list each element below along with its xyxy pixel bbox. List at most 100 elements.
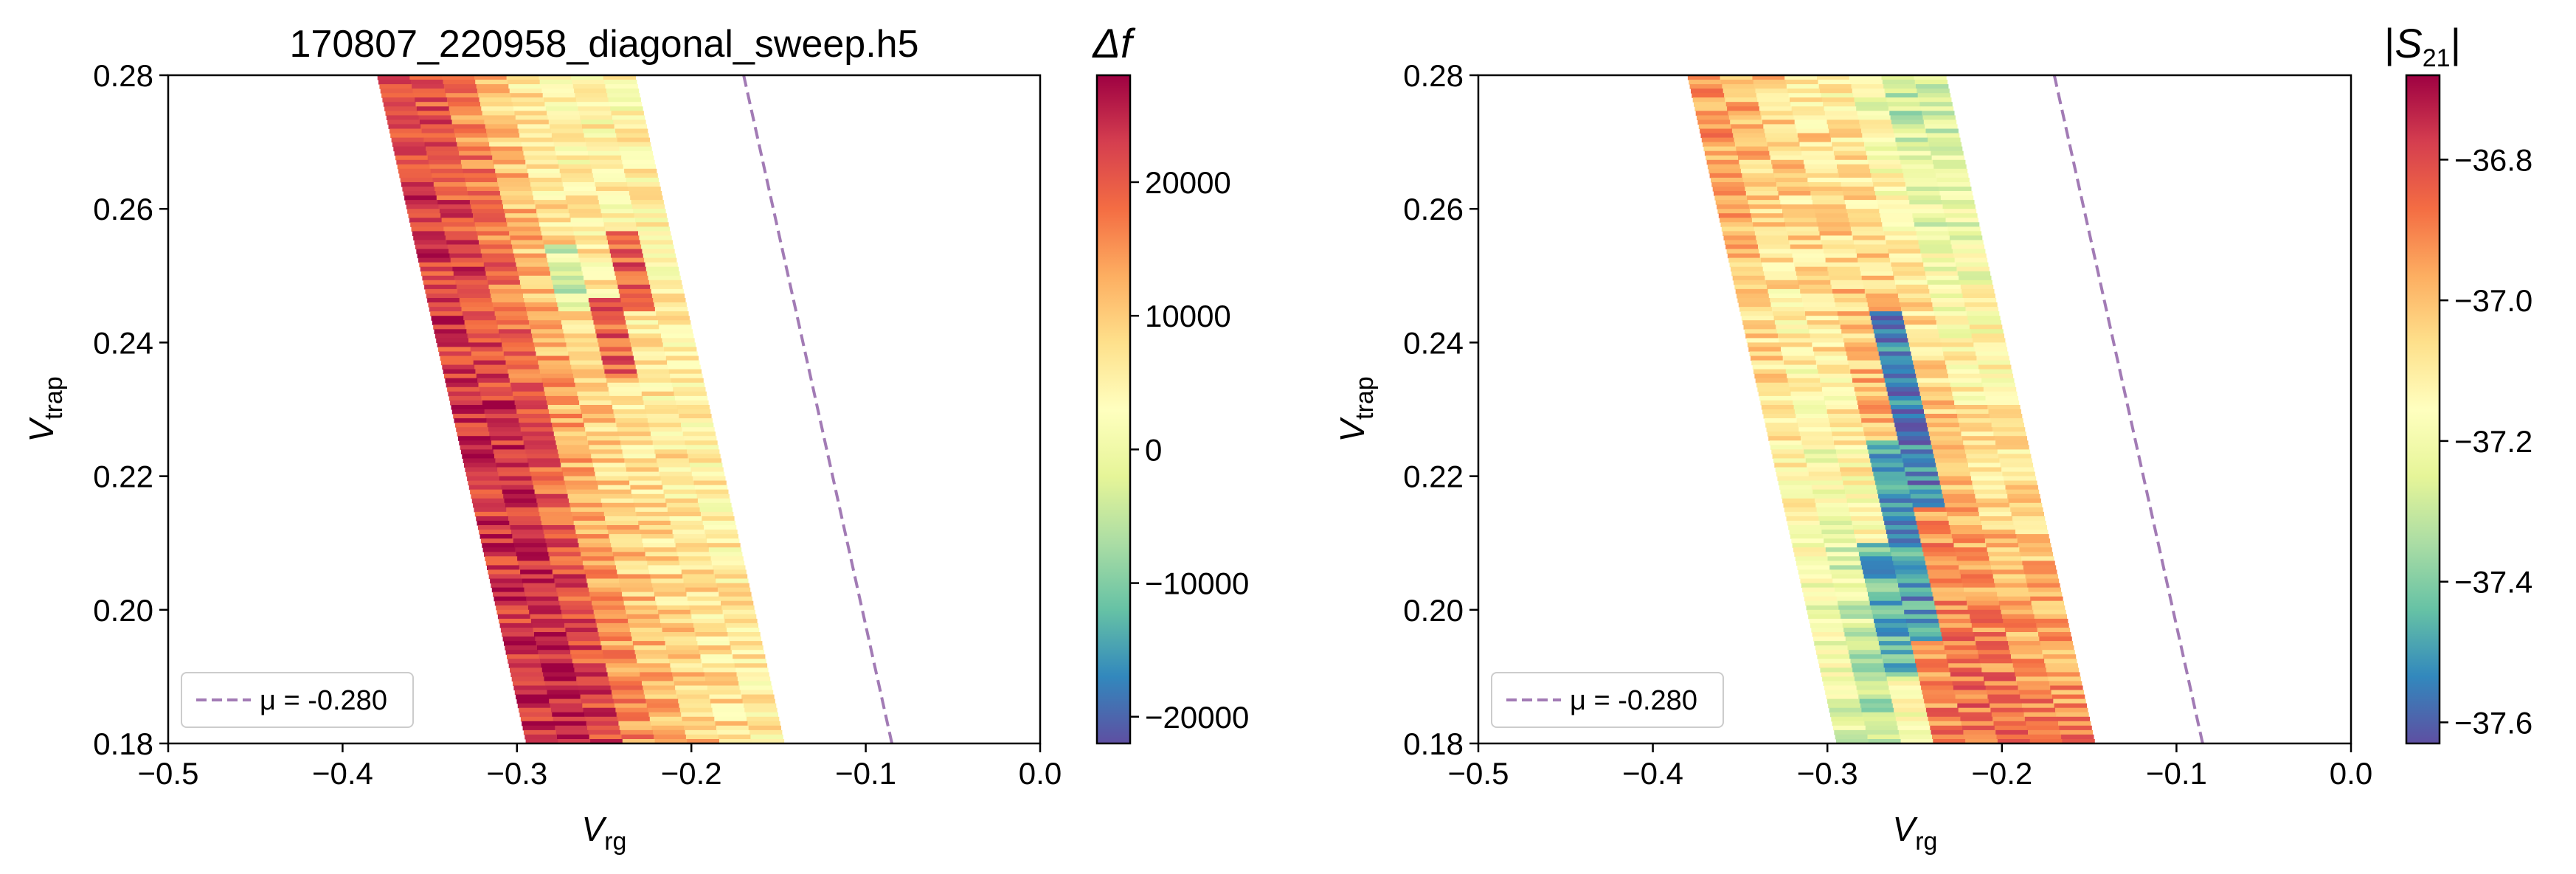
heatmap-cell — [2029, 734, 2062, 740]
heatmap-cell — [1827, 698, 1860, 704]
heatmap-cell — [1851, 373, 1885, 379]
heatmap-cell — [1966, 454, 1999, 459]
heatmap-cell — [412, 231, 446, 236]
heatmap-cell — [1829, 275, 1863, 281]
heatmap-cell — [653, 298, 686, 303]
heatmap-cell — [707, 543, 741, 548]
heatmap-cell — [1745, 333, 1779, 339]
heatmap-cell — [527, 168, 561, 174]
heatmap-cell — [2016, 534, 2049, 539]
heatmap-cell — [536, 641, 569, 646]
heatmap-cell — [1897, 725, 1931, 731]
heatmap-cell — [1939, 622, 1973, 628]
heatmap-cell — [665, 351, 698, 357]
heatmap-cell — [467, 333, 500, 339]
heatmap-cell — [1810, 333, 1843, 339]
heatmap-cell — [1918, 240, 1951, 246]
heatmap-cell — [545, 249, 578, 254]
heatmap-cell — [471, 204, 504, 209]
heatmap-cell — [387, 119, 420, 125]
mu-line — [2052, 74, 2204, 744]
heatmap-cell — [1971, 333, 2004, 339]
heatmap-cell — [572, 80, 605, 85]
heatmap-cell — [1815, 356, 1848, 361]
heatmap-cell — [668, 369, 702, 375]
heatmap-cell — [1781, 204, 1814, 209]
heatmap-cell — [1731, 271, 1765, 277]
heatmap-cell — [2062, 739, 2095, 744]
heatmap-cell — [1912, 502, 1945, 508]
heatmap-cell — [1717, 204, 1750, 209]
heatmap-cell — [1889, 543, 1922, 548]
heatmap-cell — [1847, 213, 1881, 218]
heatmap-cell — [676, 690, 709, 696]
y-axis-label-group: Vtrap — [22, 376, 68, 442]
chart-left: 170807_220958_diagonal_sweep.h5 −0.5 −0.4… — [22, 20, 1249, 856]
heatmap-cell — [634, 650, 668, 655]
heatmap-cell — [1959, 280, 1992, 285]
heatmap-cell — [2023, 565, 2057, 570]
heatmap-cell — [1778, 191, 1811, 196]
heatmap-cell — [620, 150, 653, 156]
heatmap-cell — [1928, 284, 1962, 290]
heatmap-cell — [1784, 218, 1818, 223]
heatmap-cell — [1722, 84, 1755, 89]
heatmap-cell — [1946, 222, 1980, 227]
heatmap-cell — [460, 302, 494, 308]
heatmap-cell — [1712, 187, 1746, 192]
heatmap-cell — [707, 538, 740, 544]
heatmap-cell — [1765, 280, 1799, 285]
heatmap-cell — [1885, 667, 1918, 673]
heatmap-cell — [1840, 177, 1873, 183]
heatmap-cell — [1899, 155, 1933, 161]
heatmap-cell — [491, 587, 525, 593]
heatmap-cell — [1939, 191, 1973, 196]
heatmap-cell — [1804, 596, 1838, 602]
heatmap-cell — [1845, 489, 1878, 495]
heatmap-cell — [572, 226, 606, 232]
heatmap-cell — [597, 338, 631, 343]
heatmap-cell — [1917, 93, 1951, 98]
heatmap-cell — [1831, 284, 1865, 290]
heatmap-cell — [1968, 320, 2001, 325]
heatmap-cell — [1931, 587, 1964, 593]
heatmap-cell — [1776, 325, 1809, 330]
heatmap-cell — [407, 209, 440, 214]
heatmap-cell — [1887, 534, 1920, 539]
heatmap-cell — [1941, 342, 1974, 347]
heatmap-cell — [532, 480, 566, 486]
heatmap-cell — [499, 333, 533, 339]
heatmap-cell — [513, 685, 547, 691]
heatmap-cell — [2056, 712, 2089, 718]
y-tick-label: 0.18 — [93, 726, 153, 761]
heatmap-cell — [619, 436, 652, 441]
heatmap-cell — [1897, 431, 1930, 437]
heatmap-cell — [552, 569, 586, 575]
heatmap-cell — [730, 645, 764, 651]
heatmap-cell — [558, 164, 592, 170]
heatmap-cell — [1726, 249, 1759, 254]
heatmap-cell — [561, 173, 594, 178]
heatmap-cell — [1976, 641, 2009, 646]
heatmap-cell — [496, 609, 530, 615]
heatmap-cell — [463, 173, 497, 178]
heatmap-cell — [1784, 364, 1818, 370]
heatmap-cell — [536, 356, 570, 361]
heatmap-cell — [477, 235, 510, 240]
heatmap-cell — [1847, 356, 1880, 361]
heatmap-cell — [710, 556, 744, 561]
heatmap-cell — [472, 356, 505, 361]
heatmap-cell — [539, 511, 572, 517]
heatmap-cell — [2022, 561, 2055, 566]
heatmap-cell — [1852, 378, 1886, 384]
heatmap-cell — [1933, 449, 1966, 454]
heatmap-cell — [578, 685, 612, 691]
heatmap-cell — [1919, 676, 1952, 681]
heatmap-cell — [1901, 596, 1934, 602]
heatmap-cell — [1979, 369, 2012, 375]
heatmap-cell — [539, 369, 573, 375]
heatmap-cell — [750, 734, 783, 740]
heatmap-cell — [1831, 716, 1864, 722]
heatmap-cell — [1981, 525, 2015, 530]
heatmap-cell — [1881, 364, 1915, 370]
